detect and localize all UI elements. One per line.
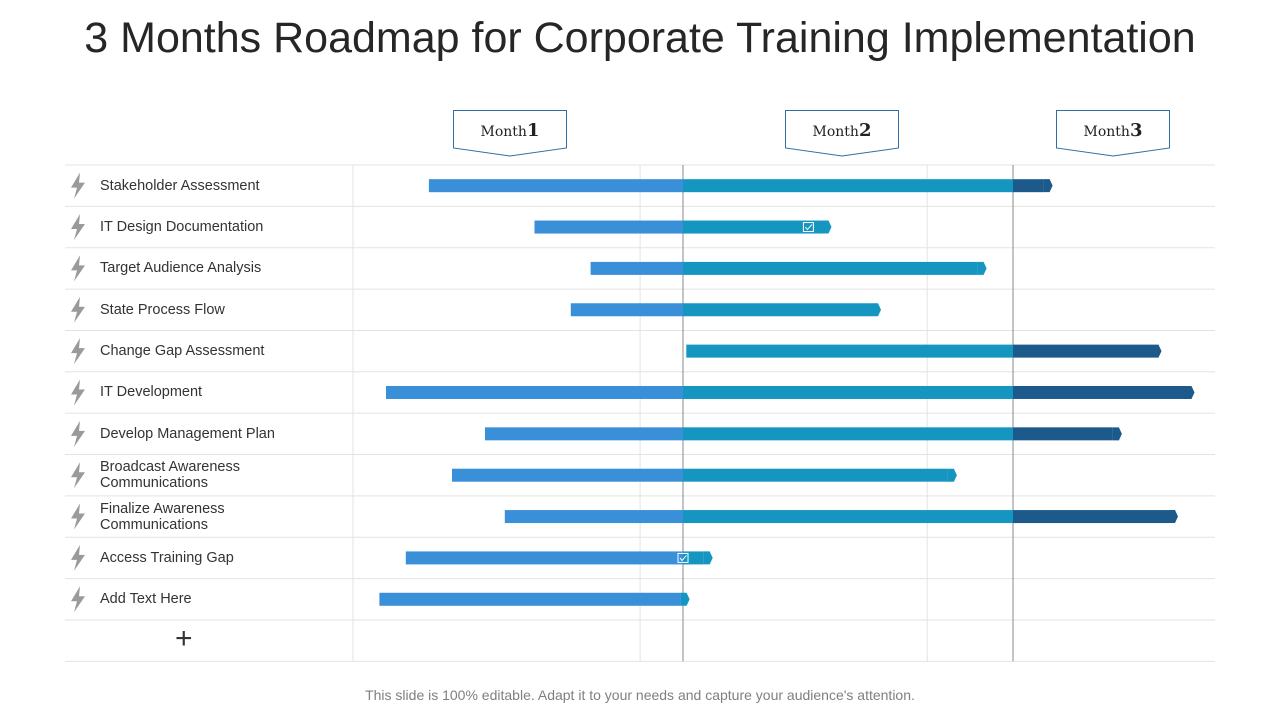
task-bar-segment	[1013, 344, 1153, 358]
task-bar	[504, 510, 1178, 524]
task-bar-arrow	[1169, 510, 1178, 524]
month-1-tag: Month1	[453, 110, 567, 157]
task-bar	[590, 261, 987, 275]
lightning-icon	[71, 462, 85, 489]
task-bar-segment	[683, 179, 1013, 193]
task-label: Access Training Gap	[100, 549, 234, 566]
task-label: IT Development	[100, 384, 203, 401]
task-bar-arrow	[1152, 344, 1162, 358]
task-bar	[485, 427, 1122, 441]
task-bar-segment	[1013, 510, 1169, 524]
checkbox-check	[679, 555, 687, 562]
lightning-icon	[71, 172, 85, 199]
month-3-number: 3	[1129, 120, 1143, 141]
task-bar-arrow	[1185, 385, 1195, 399]
task-bar-segment	[570, 303, 683, 317]
lightning-icon	[71, 338, 85, 365]
task-bar	[379, 592, 690, 606]
task-bar-arrow	[703, 551, 713, 565]
lightning-icon	[71, 379, 85, 406]
task-label: IT Design Documentation	[100, 219, 264, 236]
task-bar-arrow	[1112, 427, 1122, 441]
page-title: 3 Months Roadmap for Corporate Training …	[84, 14, 1196, 62]
lightning-icon	[71, 255, 85, 282]
checkbox-icon	[802, 222, 814, 233]
task-bar-segment	[1013, 427, 1113, 441]
month-2-number: 2	[858, 120, 872, 141]
lightning-icon	[71, 544, 85, 571]
footer-note: This slide is 100% editable. Adapt it to…	[365, 687, 915, 703]
task-label: Broadcast Awareness Communications	[100, 459, 240, 492]
month-3-label: Month3	[1056, 120, 1170, 141]
lightning-icon	[71, 420, 85, 447]
task-bar-segment	[485, 427, 683, 441]
month-tag-shape	[453, 110, 567, 157]
task-bar-segment	[683, 427, 1013, 441]
lightning-icon	[71, 586, 85, 613]
task-bar-segment	[452, 468, 683, 482]
task-label: Finalize Awareness Communications	[100, 500, 225, 533]
lightning-icon	[71, 214, 85, 241]
task-label: Develop Management Plan	[100, 425, 275, 442]
task-label: Add Text Here	[100, 591, 192, 608]
task-bar-segment	[379, 592, 681, 606]
month-1-word: Month	[480, 124, 527, 140]
task-bar-segment	[590, 261, 683, 275]
task-label: State Process Flow	[100, 301, 225, 318]
task-bar-segment	[1013, 179, 1044, 193]
month-1-number: 1	[526, 120, 540, 141]
task-bar-segment	[683, 385, 1013, 399]
task-bar	[428, 179, 1053, 193]
task-bar-segment	[683, 510, 1013, 524]
lightning-icon	[71, 503, 85, 530]
task-bar-segment	[405, 551, 683, 565]
task-bar-segment	[1013, 385, 1186, 399]
task-bar	[534, 220, 832, 234]
task-bar	[405, 551, 713, 565]
checkbox-icon	[677, 552, 689, 563]
month-1-label: Month1	[453, 120, 567, 141]
task-bar-arrow	[872, 303, 881, 317]
task-bar	[570, 303, 881, 317]
month-2-label: Month2	[785, 120, 899, 141]
month-tag-shape	[785, 110, 899, 157]
task-bar-segment	[386, 385, 683, 399]
task-bar-arrow	[822, 220, 832, 234]
task-bar-arrow	[947, 468, 957, 482]
task-label: Target Audience Analysis	[100, 260, 262, 277]
month-3-tag: Month3	[1056, 110, 1170, 157]
task-bar-segment	[428, 179, 683, 193]
task-bar	[386, 385, 1195, 399]
task-bar-segment	[534, 220, 683, 234]
task-label: Change Gap Assessment	[100, 343, 265, 360]
task-bar-segment	[683, 303, 872, 317]
lightning-icon	[71, 296, 85, 323]
month-2-tag: Month2	[785, 110, 899, 157]
month-3-word: Month	[1083, 124, 1130, 140]
task-bar-segment	[686, 344, 1013, 358]
month-tag-shape	[1056, 110, 1170, 157]
task-label: Stakeholder Assessment	[100, 177, 260, 194]
add-row-plus-icon[interactable]: +	[175, 622, 193, 655]
month-2-word: Month	[812, 124, 859, 140]
task-bar-segment	[683, 220, 823, 234]
task-bar-segment	[504, 510, 683, 524]
task-bar-arrow	[1043, 179, 1053, 193]
task-bar-segment	[683, 261, 978, 275]
task-bar-arrow	[977, 261, 987, 275]
checkbox-check	[805, 224, 813, 231]
task-bar	[452, 468, 957, 482]
task-bar-segment	[683, 468, 948, 482]
task-bar-arrow	[680, 592, 690, 606]
task-bar	[686, 344, 1162, 358]
